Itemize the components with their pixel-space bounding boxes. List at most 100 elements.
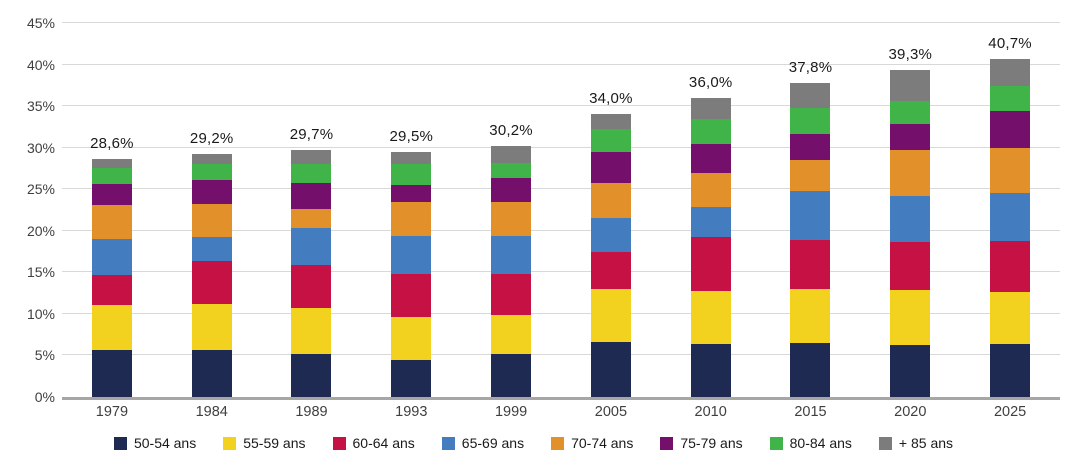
y-tick-label: 25% xyxy=(26,181,55,198)
bar-column-1979: 28,6% xyxy=(62,23,162,397)
bar-segment-55-59-ans xyxy=(590,288,631,343)
bar-segment-50-54-ans xyxy=(890,344,931,397)
bar-total-label: 36,0% xyxy=(688,73,733,91)
bar-segment-80-84-ans xyxy=(191,164,232,181)
gridline-40 xyxy=(62,63,1060,65)
stacked-bar-1999 xyxy=(491,23,532,397)
y-tick-label: 5% xyxy=(34,347,55,364)
gridline-5 xyxy=(62,354,1060,356)
bar-segment-55-59-ans xyxy=(790,288,831,343)
legend-label: 55-59 ans xyxy=(243,435,306,451)
bars-container: 28,6% 29,2% 29,7% 29,5% 30,2% 34,0% 36,0% 37,8%… xyxy=(62,23,1060,397)
bar-total-label: 28,6% xyxy=(90,135,134,153)
bar-segment-+-85-ans xyxy=(590,114,631,130)
bar-segment-55-59-ans xyxy=(990,292,1031,344)
legend-item-65-69-ans: 65-69 ans xyxy=(441,435,525,451)
bar-segment-70-74-ans xyxy=(890,150,931,196)
bar-total-label: 37,8% xyxy=(788,58,833,76)
bar-segment-75-79-ans xyxy=(590,151,631,183)
bar-segment-+-85-ans xyxy=(790,82,831,108)
gridline-10 xyxy=(62,312,1060,314)
legend-label: 80-84 ans xyxy=(789,435,852,451)
bar-segment-70-74-ans xyxy=(690,173,731,207)
x-tick-label-1984: 1984 xyxy=(195,404,228,420)
bar-segment-55-59-ans xyxy=(191,303,232,351)
legend-swatch-icon xyxy=(113,436,127,450)
bar-total-label: 30,2% xyxy=(489,122,533,140)
bar-segment-50-54-ans xyxy=(291,353,332,397)
y-tick-label: 15% xyxy=(26,264,55,281)
bar-segment-75-79-ans xyxy=(191,180,232,205)
legend-swatch-icon xyxy=(223,436,237,450)
bar-total-label: 29,7% xyxy=(289,126,334,144)
x-tick-label-2010: 2010 xyxy=(694,404,727,420)
x-tick-label-2015: 2015 xyxy=(794,404,827,420)
legend-label: 65-69 ans xyxy=(461,435,525,451)
bar-segment-50-54-ans xyxy=(690,343,731,397)
bar-segment-75-79-ans xyxy=(990,111,1031,148)
bar-segment-65-69-ans xyxy=(191,236,232,261)
bar-total-label: 29,5% xyxy=(389,127,434,145)
bar-segment-75-79-ans xyxy=(291,182,332,210)
bar-segment-80-84-ans xyxy=(990,86,1031,112)
bar-column-1989: 29,7% xyxy=(262,23,362,397)
gridline-20 xyxy=(62,229,1060,231)
bar-segment-65-69-ans xyxy=(491,235,532,275)
bar-segment-80-84-ans xyxy=(690,119,731,144)
bar-segment-70-74-ans xyxy=(91,205,132,240)
x-tick-label-1993: 1993 xyxy=(395,404,428,420)
legend-swatch-icon xyxy=(551,436,565,450)
y-tick-label: 20% xyxy=(26,222,55,239)
bar-segment-55-59-ans xyxy=(391,317,432,360)
bar-segment-+-85-ans xyxy=(491,146,532,163)
bar-segment-60-64-ans xyxy=(291,264,332,309)
bar-column-2020: 39,3% xyxy=(860,23,960,397)
bar-total-label: 29,2% xyxy=(189,130,234,148)
bar-segment-60-64-ans xyxy=(690,237,731,291)
bar-segment-65-69-ans xyxy=(890,195,931,242)
x-tick-label-2020: 2020 xyxy=(894,404,927,420)
legend-swatch-icon xyxy=(878,436,892,450)
y-tick-label: 30% xyxy=(26,139,55,156)
stacked-bar-2025 xyxy=(990,23,1031,397)
bar-segment-70-74-ans xyxy=(391,201,432,236)
bar-segment-80-84-ans xyxy=(590,129,631,152)
bar-segment-50-54-ans xyxy=(91,349,132,397)
bar-segment-55-59-ans xyxy=(890,289,931,345)
x-axis: 1979 1984 1989 1993 1999 2005 2010 2015 2020 2025 xyxy=(62,404,1060,420)
bar-total-label: 34,0% xyxy=(589,90,633,108)
x-tick-label-1989: 1989 xyxy=(295,404,328,420)
legend-item-60-64-ans: 60-64 ans xyxy=(332,435,415,451)
bar-segment-60-64-ans xyxy=(890,241,931,290)
bar-column-2005: 34,0% xyxy=(561,23,661,397)
bar-segment-55-59-ans xyxy=(690,290,731,344)
bar-total-label: 40,7% xyxy=(988,34,1032,52)
bar-segment-60-64-ans xyxy=(91,274,132,305)
x-tick-label-1979: 1979 xyxy=(95,404,129,420)
legend-swatch-icon xyxy=(769,436,783,450)
bar-segment-60-64-ans xyxy=(790,239,831,289)
bar-segment-70-74-ans xyxy=(590,182,631,218)
legend-label: 50-54 ans xyxy=(133,435,197,451)
bar-segment-50-54-ans xyxy=(191,350,232,397)
legend-swatch-icon xyxy=(332,436,346,450)
bar-segment-70-74-ans xyxy=(491,201,532,236)
bar-segment-60-64-ans xyxy=(990,240,1031,293)
bar-total-label: 39,3% xyxy=(888,46,933,64)
legend-label: 70-74 ans xyxy=(571,435,634,451)
x-tick-label-1999: 1999 xyxy=(494,404,528,420)
bar-segment-70-74-ans xyxy=(191,204,232,237)
bar-segment-50-54-ans xyxy=(790,342,831,397)
bar-column-1993: 29,5% xyxy=(361,23,461,397)
gridline-45 xyxy=(62,22,1060,23)
bar-segment-65-69-ans xyxy=(790,190,831,240)
gridline-30 xyxy=(62,146,1060,148)
bar-segment-75-79-ans xyxy=(491,177,532,202)
bar-segment-65-69-ans xyxy=(990,193,1031,241)
bar-segment-+-85-ans xyxy=(391,151,432,165)
bar-segment-60-64-ans xyxy=(590,252,631,289)
legend-item-+-85-ans: + 85 ans xyxy=(878,435,953,451)
stacked-bar-1979 xyxy=(91,23,132,397)
bar-column-2015: 37,8% xyxy=(761,23,861,397)
